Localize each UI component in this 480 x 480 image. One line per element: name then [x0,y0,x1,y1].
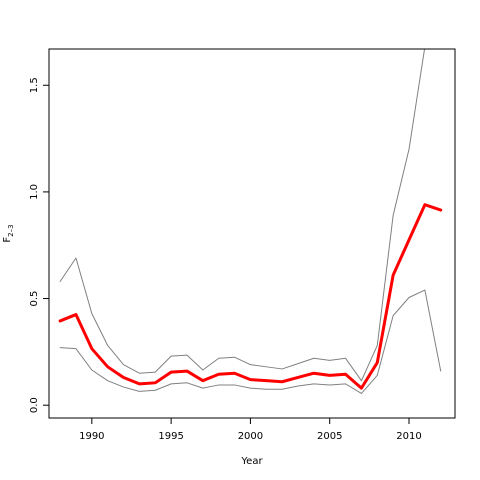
series-line-lower [59,289,442,394]
series-line-upper [59,49,426,382]
y-tick-label-1.5: 1.5 [29,77,40,93]
y-tick-label-1.0: 1.0 [29,184,40,200]
y-axis-title-subscript: 2–3 [7,224,15,236]
y-axis: 0.0 0.5 1.0 1.5 [29,77,49,413]
x-axis: 1990 1995 2000 2005 2010 [79,418,422,442]
series-layer [58,49,443,394]
y-axis-title-main: F [2,237,13,243]
y-tick-label-0.5: 0.5 [29,291,40,307]
x-tick-label-1990: 1990 [79,431,104,442]
y-axis-title: F2–3 [2,224,15,242]
x-tick-label-1995: 1995 [158,431,183,442]
series-line-estimate [58,203,443,390]
plot-frame [48,48,456,419]
x-axis-title: Year [240,456,263,467]
x-tick-label-2010: 2010 [396,431,421,442]
x-tick-label-2000: 2000 [238,431,263,442]
y-tick-label-0.0: 0.0 [29,397,40,413]
x-tick-label-2005: 2005 [317,431,342,442]
